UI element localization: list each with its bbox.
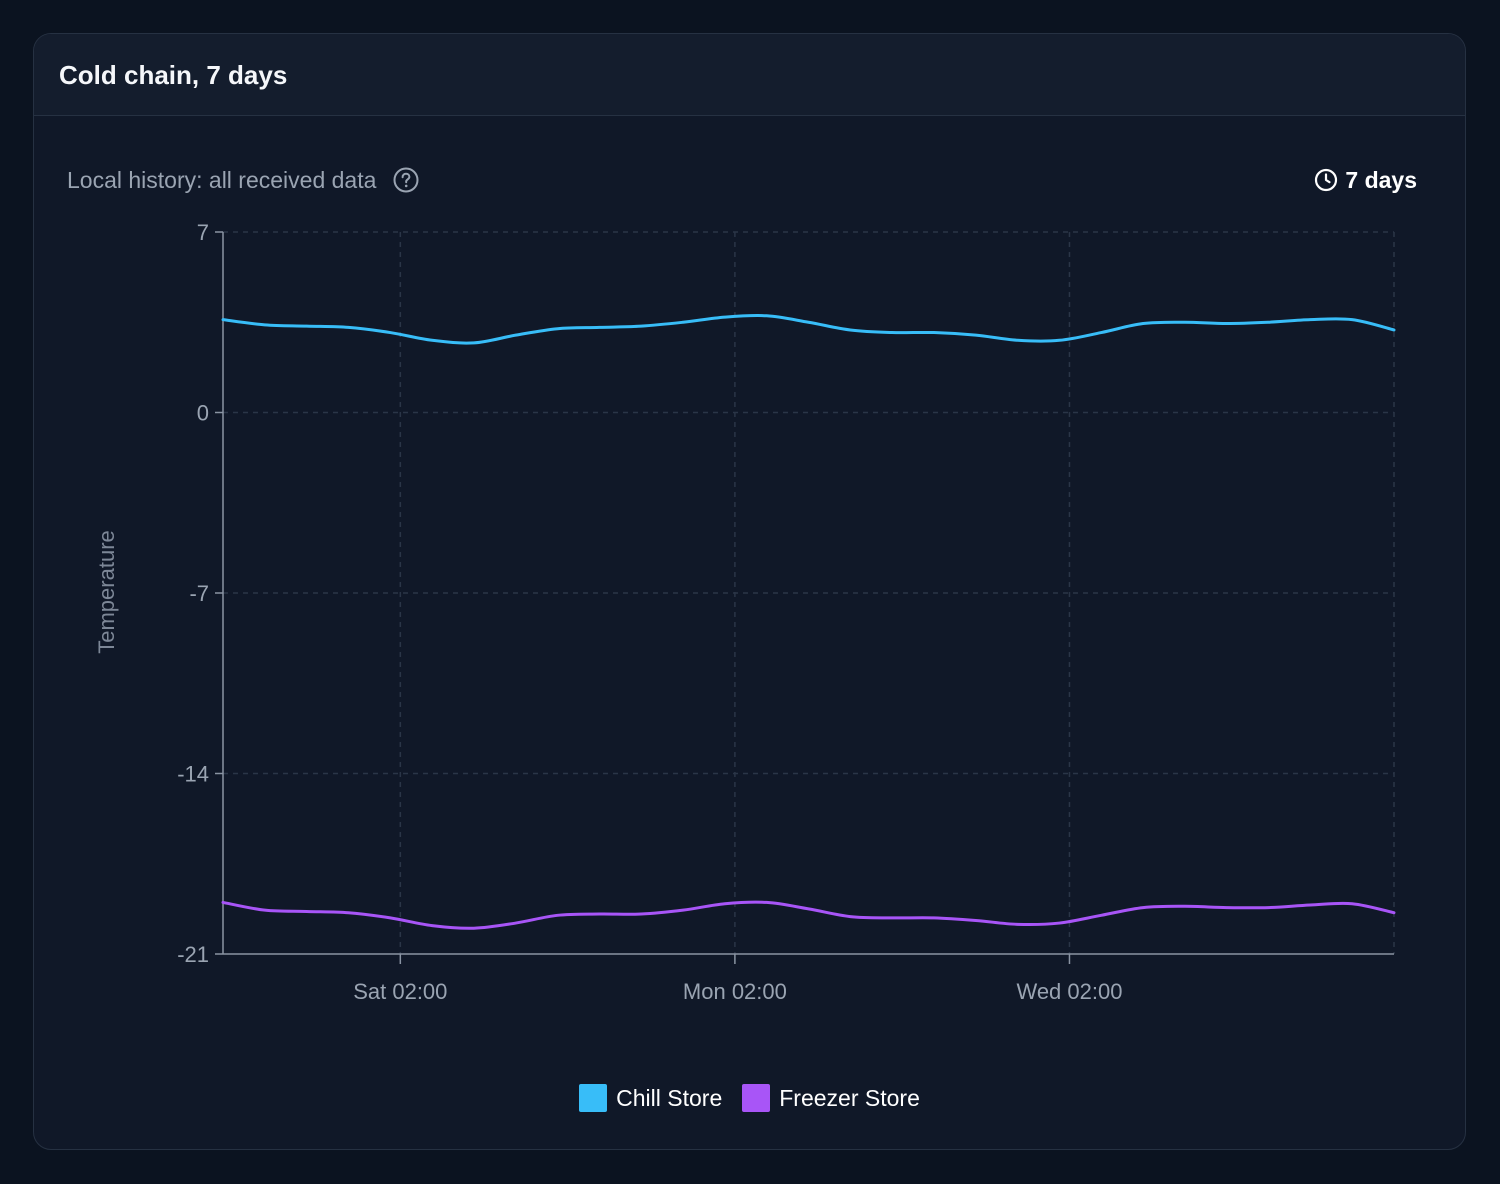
chart-series bbox=[221, 313, 1396, 930]
chart-legend: Chill Store Freezer Store bbox=[34, 1084, 1465, 1112]
legend-item-chill-store[interactable]: Chill Store bbox=[579, 1084, 722, 1112]
legend-item-freezer-store[interactable]: Freezer Store bbox=[742, 1084, 920, 1112]
clock-icon bbox=[1314, 168, 1338, 192]
x-tick-label: Wed 02:00 bbox=[1016, 979, 1122, 1004]
time-range-selector[interactable]: 7 days bbox=[1314, 165, 1417, 195]
chart-grid bbox=[223, 231, 1395, 954]
y-tick-label: -7 bbox=[189, 581, 209, 606]
y-tick-label: -14 bbox=[177, 762, 209, 787]
chart-subtitle: Local history: all received data bbox=[67, 165, 419, 195]
legend-swatch-chill bbox=[579, 1084, 608, 1112]
legend-label-freezer: Freezer Store bbox=[779, 1084, 920, 1111]
chart-card: Cold chain, 7 days Local history: all re… bbox=[33, 33, 1466, 1150]
x-tick-label: Sat 02:00 bbox=[353, 979, 447, 1004]
help-circle-icon[interactable] bbox=[393, 167, 419, 193]
card-header: Cold chain, 7 days bbox=[34, 34, 1465, 116]
y-tick-label: 0 bbox=[197, 401, 209, 426]
subtitle-text: Local history: all received data bbox=[67, 167, 377, 193]
legend-swatch-freezer bbox=[742, 1084, 771, 1112]
time-range-label: 7 days bbox=[1345, 167, 1417, 193]
line-chart: 7 0 -7 -14 -21 Sat 02:00 Mon 02:00 Wed 02:00 Te… bbox=[94, 220, 1396, 1004]
chart-axes: 7 0 -7 -14 -21 Sat 02:00 Mon 02:00 Wed 02:00 bbox=[177, 220, 1394, 1004]
card-title: Cold chain, 7 days bbox=[59, 60, 288, 90]
series-line-freezer-store bbox=[221, 900, 1396, 930]
x-tick-label: Mon 02:00 bbox=[683, 979, 787, 1004]
series-line-chill-store bbox=[221, 313, 1396, 345]
y-axis-label: Temperature bbox=[94, 530, 119, 654]
legend-label-chill: Chill Store bbox=[616, 1084, 723, 1111]
y-tick-label: 7 bbox=[197, 220, 209, 245]
y-tick-label: -21 bbox=[177, 942, 209, 967]
